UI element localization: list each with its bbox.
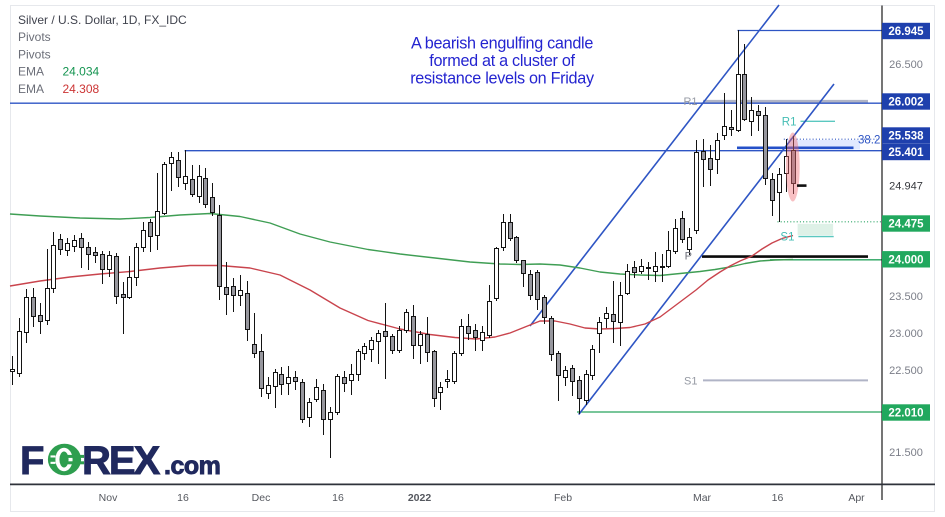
svg-text:.com: .com: [164, 452, 220, 480]
svg-text:23.500: 23.500: [889, 291, 923, 303]
svg-text:resistance levels on Friday: resistance levels on Friday: [410, 70, 595, 88]
svg-text:Dec: Dec: [252, 492, 271, 504]
svg-text:24.000: 24.000: [888, 255, 923, 267]
svg-text:Pivots: Pivots: [18, 47, 51, 61]
svg-text:22.500: 22.500: [889, 365, 923, 377]
svg-text:16: 16: [177, 492, 189, 504]
svg-text:F: F: [20, 439, 43, 483]
svg-text:26.002: 26.002: [888, 97, 923, 109]
svg-text:P: P: [685, 251, 692, 263]
svg-text:2022: 2022: [408, 492, 432, 504]
svg-text:S1: S1: [780, 232, 794, 244]
svg-text:21.500: 21.500: [889, 447, 923, 459]
svg-text:Pivots: Pivots: [18, 30, 51, 44]
svg-text:Apr: Apr: [848, 492, 865, 504]
svg-text:23.000: 23.000: [889, 328, 923, 340]
svg-text:EMA: EMA: [18, 82, 44, 96]
svg-text:A bearish engulfing candle: A bearish engulfing candle: [411, 35, 593, 53]
svg-text:22.010: 22.010: [888, 408, 923, 420]
svg-text:38.2: 38.2: [858, 135, 880, 147]
svg-text:Feb: Feb: [554, 492, 572, 504]
svg-text:26.945: 26.945: [888, 26, 924, 38]
svg-text:26.500: 26.500: [889, 59, 923, 71]
svg-text:Silver / U.S. Dollar, 1D, FX_I: Silver / U.S. Dollar, 1D, FX_IDC: [18, 13, 187, 27]
svg-text:24.947: 24.947: [889, 180, 923, 192]
svg-text:24.475: 24.475: [888, 219, 924, 231]
svg-text:25.401: 25.401: [888, 147, 924, 159]
svg-text:EMA: EMA: [18, 65, 44, 79]
svg-text:24.308: 24.308: [63, 82, 100, 96]
svg-text:REX: REX: [82, 439, 161, 483]
svg-text:S1: S1: [684, 376, 697, 388]
svg-text:16: 16: [332, 492, 344, 504]
svg-text:formed at a cluster of: formed at a cluster of: [429, 52, 575, 70]
svg-text:R1: R1: [683, 96, 697, 108]
svg-text:R1: R1: [782, 117, 797, 129]
svg-text:16: 16: [772, 492, 784, 504]
svg-text:Nov: Nov: [99, 492, 118, 504]
svg-text:Mar: Mar: [693, 492, 712, 504]
svg-text:25.538: 25.538: [888, 131, 924, 143]
svg-text:24.034: 24.034: [63, 65, 100, 79]
